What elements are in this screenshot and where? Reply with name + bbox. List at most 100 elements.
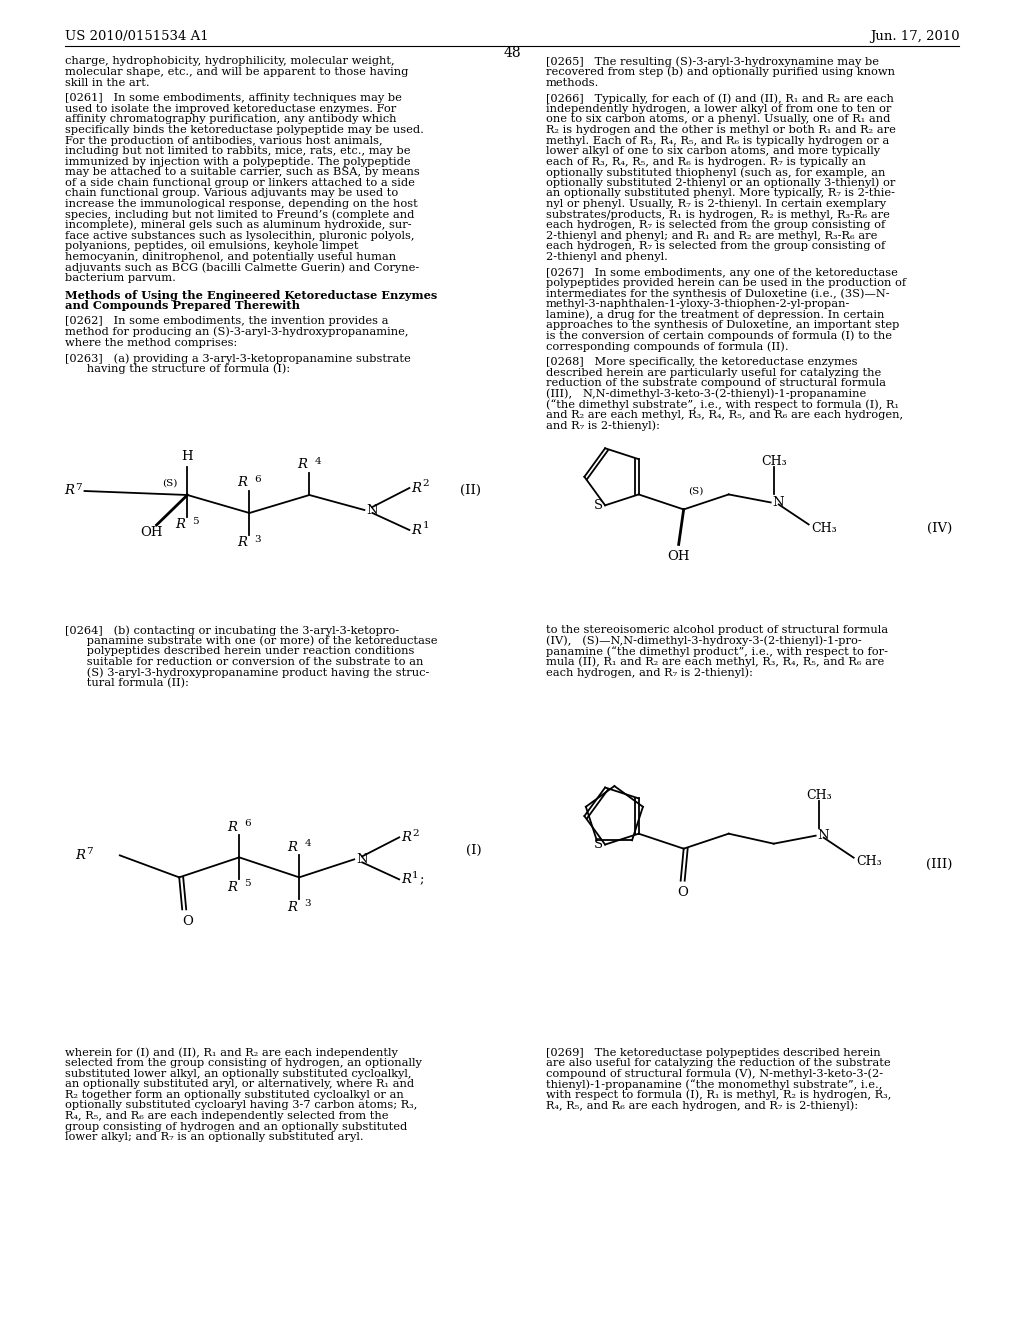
Text: 3: 3 — [254, 535, 261, 544]
Text: N: N — [356, 853, 368, 866]
Text: 4: 4 — [314, 457, 321, 466]
Text: thienyl)-1-propanamine (“the monomethyl substrate”, i.e.,: thienyl)-1-propanamine (“the monomethyl … — [546, 1078, 882, 1090]
Text: [0263]   (a) providing a 3-aryl-3-ketopropanamine substrate: [0263] (a) providing a 3-aryl-3-ketoprop… — [65, 352, 411, 364]
Text: CH₃: CH₃ — [812, 521, 838, 535]
Text: panamine substrate with one (or more) of the ketoreductase: panamine substrate with one (or more) of… — [65, 635, 437, 647]
Text: intermediates for the synthesis of Duloxetine (i.e., (3S)—N-: intermediates for the synthesis of Dulox… — [546, 288, 890, 300]
Text: nyl or phenyl. Usually, R₇ is 2-thienyl. In certain exemplary: nyl or phenyl. Usually, R₇ is 2-thienyl.… — [546, 199, 886, 209]
Text: each hydrogen, R₇ is selected from the group consisting of: each hydrogen, R₇ is selected from the g… — [546, 220, 885, 230]
Text: R: R — [401, 830, 412, 843]
Text: polypeptides provided herein can be used in the production of: polypeptides provided herein can be used… — [546, 279, 906, 288]
Text: 6: 6 — [254, 474, 261, 483]
Text: methods.: methods. — [546, 78, 599, 87]
Text: O: O — [182, 915, 193, 928]
Text: each of R₃, R₄, R₅, and R₆ is hydrogen. R₇ is typically an: each of R₃, R₄, R₅, and R₆ is hydrogen. … — [546, 157, 865, 166]
Text: OH: OH — [668, 550, 690, 562]
Text: R: R — [238, 536, 248, 549]
Text: specifically binds the ketoreductase polypeptide may be used.: specifically binds the ketoreductase pol… — [65, 125, 423, 135]
Text: substituted lower alkyl, an optionally substituted cycloalkyl,: substituted lower alkyl, an optionally s… — [65, 1069, 411, 1078]
Text: charge, hydrophobicity, hydrophilicity, molecular weight,: charge, hydrophobicity, hydrophilicity, … — [65, 57, 394, 66]
Text: chain functional group. Various adjuvants may be used to: chain functional group. Various adjuvant… — [65, 189, 397, 198]
Text: lamine), a drug for the treatment of depression. In certain: lamine), a drug for the treatment of dep… — [546, 309, 884, 321]
Text: an optionally substituted aryl, or alternatively, where R₁ and: an optionally substituted aryl, or alter… — [65, 1080, 414, 1089]
Text: increase the immunological response, depending on the host: increase the immunological response, dep… — [65, 199, 417, 209]
Text: including but not limited to rabbits, mice, rats, etc., may be: including but not limited to rabbits, mi… — [65, 147, 410, 156]
Text: [0265]   The resulting (S)-3-aryl-3-hydroxynamine may be: [0265] The resulting (S)-3-aryl-3-hydrox… — [546, 55, 879, 67]
Text: Jun. 17, 2010: Jun. 17, 2010 — [869, 30, 959, 44]
Text: 4: 4 — [304, 840, 311, 847]
Text: R: R — [75, 849, 85, 862]
Text: hemocyanin, dinitrophenol, and potentially useful human: hemocyanin, dinitrophenol, and potential… — [65, 252, 395, 261]
Text: R₂ is hydrogen and the other is methyl or both R₁ and R₂ are: R₂ is hydrogen and the other is methyl o… — [546, 125, 896, 135]
Text: each hydrogen, and R₇ is 2-thienyl):: each hydrogen, and R₇ is 2-thienyl): — [546, 667, 753, 678]
Text: R: R — [412, 482, 422, 495]
Text: R: R — [287, 900, 297, 913]
Text: lower alkyl; and R₇ is an optionally substituted aryl.: lower alkyl; and R₇ is an optionally sub… — [65, 1133, 364, 1142]
Text: (I): (I) — [466, 843, 481, 857]
Text: 1: 1 — [413, 871, 419, 880]
Text: R: R — [401, 873, 412, 886]
Text: molecular shape, etc., and will be apparent to those having: molecular shape, etc., and will be appar… — [65, 67, 408, 77]
Text: affinity chromatography purification, any antibody which: affinity chromatography purification, an… — [65, 115, 396, 124]
Text: S: S — [594, 838, 603, 851]
Text: R₄, R₅, and R₆ are each hydrogen, and R₇ is 2-thienyl):: R₄, R₅, and R₆ are each hydrogen, and R₇… — [546, 1100, 858, 1111]
Text: R: R — [227, 880, 238, 894]
Text: suitable for reduction or conversion of the substrate to an: suitable for reduction or conversion of … — [65, 657, 423, 667]
Text: 2: 2 — [422, 479, 429, 488]
Text: [0266]   Typically, for each of (I) and (II), R₁ and R₂ are each: [0266] Typically, for each of (I) and (I… — [546, 92, 894, 104]
Text: an optionally substituted phenyl. More typically, R₇ is 2-thie-: an optionally substituted phenyl. More t… — [546, 189, 895, 198]
Text: R: R — [287, 841, 297, 854]
Text: (II): (II) — [460, 483, 481, 496]
Text: polypeptides described herein under reaction conditions: polypeptides described herein under reac… — [65, 647, 414, 656]
Text: [0268]   More specifically, the ketoreductase enzymes: [0268] More specifically, the ketoreduct… — [546, 358, 857, 367]
Text: CH₃: CH₃ — [761, 455, 786, 469]
Text: N: N — [818, 829, 829, 842]
Text: approaches to the synthesis of Duloxetine, an important step: approaches to the synthesis of Duloxetin… — [546, 321, 899, 330]
Text: 7: 7 — [76, 483, 82, 491]
Text: having the structure of formula (I):: having the structure of formula (I): — [65, 363, 290, 375]
Text: (III),   N,N-dimethyl-3-keto-3-(2-thienyl)-1-propanamine: (III), N,N-dimethyl-3-keto-3-(2-thienyl)… — [546, 388, 866, 400]
Text: (S): (S) — [162, 479, 177, 487]
Text: [0267]   In some embodiments, any one of the ketoreductase: [0267] In some embodiments, any one of t… — [546, 268, 898, 277]
Text: O: O — [677, 886, 688, 899]
Text: R₂ together form an optionally substituted cycloalkyl or an: R₂ together form an optionally substitut… — [65, 1090, 403, 1100]
Text: [0261]   In some embodiments, affinity techniques may be: [0261] In some embodiments, affinity tec… — [65, 94, 401, 103]
Text: skill in the art.: skill in the art. — [65, 78, 150, 87]
Text: 5: 5 — [193, 516, 199, 525]
Text: ;: ; — [419, 873, 424, 886]
Text: For the production of antibodies, various host animals,: For the production of antibodies, variou… — [65, 136, 382, 145]
Text: 7: 7 — [86, 847, 92, 855]
Text: R₄, R₅, and R₆ are each independently selected from the: R₄, R₅, and R₆ are each independently se… — [65, 1111, 388, 1121]
Text: US 2010/0151534 A1: US 2010/0151534 A1 — [65, 30, 208, 44]
Text: independently hydrogen, a lower alkyl of from one to ten or: independently hydrogen, a lower alkyl of… — [546, 104, 891, 114]
Text: 1: 1 — [422, 521, 429, 531]
Text: CH₃: CH₃ — [857, 855, 883, 869]
Text: R: R — [227, 821, 238, 834]
Text: 5: 5 — [244, 879, 251, 888]
Text: N: N — [773, 496, 784, 510]
Text: with respect to formula (I), R₁ is methyl, R₂ is hydrogen, R₃,: with respect to formula (I), R₁ is methy… — [546, 1089, 891, 1101]
Text: 3: 3 — [304, 899, 311, 908]
Text: where the method comprises:: where the method comprises: — [65, 338, 237, 347]
Text: of a side chain functional group or linkers attached to a side: of a side chain functional group or link… — [65, 178, 415, 187]
Text: [0269]   The ketoreductase polypeptides described herein: [0269] The ketoreductase polypeptides de… — [546, 1048, 881, 1057]
Text: substrates/products, R₁ is hydrogen, R₂ is methyl, R₃-R₆ are: substrates/products, R₁ is hydrogen, R₂ … — [546, 210, 890, 219]
Text: 2-thienyl and phenyl.: 2-thienyl and phenyl. — [546, 252, 668, 261]
Text: selected from the group consisting of hydrogen, an optionally: selected from the group consisting of hy… — [65, 1059, 422, 1068]
Text: methyl. Each of R₃, R₄, R₅, and R₆ is typically hydrogen or a: methyl. Each of R₃, R₄, R₅, and R₆ is ty… — [546, 136, 889, 145]
Text: reduction of the substrate compound of structural formula: reduction of the substrate compound of s… — [546, 379, 886, 388]
Text: corresponding compounds of formula (II).: corresponding compounds of formula (II). — [546, 341, 788, 352]
Text: method for producing an (S)-3-aryl-3-hydroxypropanamine,: method for producing an (S)-3-aryl-3-hyd… — [65, 326, 408, 338]
Text: R: R — [175, 519, 185, 532]
Text: adjuvants such as BCG (bacilli Calmette Guerin) and Coryne-: adjuvants such as BCG (bacilli Calmette … — [65, 261, 419, 273]
Text: compound of structural formula (V), N-methyl-3-keto-3-(2-: compound of structural formula (V), N-me… — [546, 1068, 883, 1080]
Text: group consisting of hydrogen and an optionally substituted: group consisting of hydrogen and an opti… — [65, 1122, 407, 1131]
Text: optionally substituted cycloaryl having 3-7 carbon atoms; R₃,: optionally substituted cycloaryl having … — [65, 1101, 417, 1110]
Text: and R₇ is 2-thienyl):: and R₇ is 2-thienyl): — [546, 420, 659, 432]
Text: 2: 2 — [413, 829, 419, 838]
Text: used to isolate the improved ketoreductase enzymes. For: used to isolate the improved ketoreducta… — [65, 104, 395, 114]
Text: and Compounds Prepared Therewith: and Compounds Prepared Therewith — [65, 300, 299, 312]
Text: described herein are particularly useful for catalyzing the: described herein are particularly useful… — [546, 368, 881, 378]
Text: (S) 3-aryl-3-hydroxypropanamine product having the struc-: (S) 3-aryl-3-hydroxypropanamine product … — [65, 667, 429, 678]
Text: lower alkyl of one to six carbon atoms, and more typically: lower alkyl of one to six carbon atoms, … — [546, 147, 880, 156]
